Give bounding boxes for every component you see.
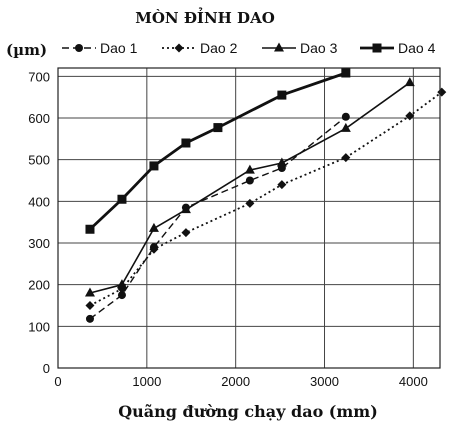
- legend-label: Dao 3: [300, 40, 338, 56]
- series-line: [89, 116, 347, 320]
- data-point: [181, 138, 191, 148]
- data-point: [213, 123, 223, 133]
- series-3: [84, 77, 415, 297]
- data-point: [341, 153, 351, 163]
- data-point: [245, 198, 255, 208]
- data-point: [85, 314, 94, 323]
- x-tick-label: 0: [54, 374, 61, 389]
- data-point: [117, 291, 126, 300]
- y-axis-label: (µm): [6, 41, 47, 59]
- data-point: [85, 224, 95, 234]
- y-tick-label: 400: [28, 194, 50, 209]
- data-point: [149, 244, 159, 254]
- series-4: [85, 68, 351, 234]
- legend-entry-3: Dao 3: [262, 40, 338, 56]
- data-point: [244, 164, 255, 174]
- data-point: [341, 68, 351, 78]
- y-tick-label: 700: [28, 69, 50, 84]
- x-tick-label: 1000: [132, 374, 161, 389]
- data-point: [117, 194, 127, 204]
- series-line: [89, 71, 347, 231]
- data-point: [276, 157, 287, 167]
- x-tick-label: 3000: [310, 374, 339, 389]
- x-tick-label: 2000: [221, 374, 250, 389]
- plot-frame: [57, 67, 441, 369]
- series-2: [85, 87, 447, 310]
- legend-entry-1: Dao 1: [62, 40, 138, 56]
- legend-label: Dao 4: [398, 40, 436, 56]
- data-point: [277, 180, 287, 190]
- series-line: [89, 91, 443, 307]
- legend-label: Dao 2: [200, 40, 238, 56]
- legend-marker: [372, 43, 382, 53]
- legend-marker: [274, 42, 284, 52]
- data-point: [148, 222, 159, 232]
- data-point: [340, 122, 351, 132]
- series-1: [85, 112, 350, 323]
- y-tick-label: 200: [28, 278, 50, 293]
- y-tick-label: 0: [43, 361, 50, 376]
- legend: Dao 1 Dao 2 Dao 3 Dao 4: [62, 40, 436, 56]
- data-point: [85, 301, 95, 310]
- x-tick-label: 4000: [399, 374, 428, 389]
- y-tick-label: 500: [28, 153, 50, 168]
- chart-title: MÒN ĐỈNH DAO: [135, 7, 275, 27]
- legend-marker: [174, 43, 184, 53]
- y-tick-label: 300: [28, 236, 50, 251]
- y-tick-label: 100: [28, 319, 50, 334]
- data-point: [116, 279, 127, 289]
- data-point: [341, 112, 350, 121]
- data-point: [180, 204, 191, 214]
- data-point: [181, 228, 191, 238]
- legend-entry-4: Dao 4: [360, 40, 436, 56]
- data-point: [277, 90, 287, 100]
- data-point: [405, 111, 415, 121]
- y-tick-label: 600: [28, 111, 50, 126]
- data-point: [404, 77, 415, 87]
- legend-entry-2: Dao 2: [162, 40, 238, 56]
- series-line: [89, 81, 411, 294]
- data-point: [149, 161, 159, 171]
- legend-marker: [75, 44, 83, 52]
- tick-labels: 0 1000 2000 3000 4000 0 100 200 300 400 500 600 700: [28, 69, 428, 389]
- data-point: [245, 176, 254, 185]
- legend-label: Dao 1: [100, 40, 138, 56]
- x-axis-label: Quãng đường chạy dao (mm): [118, 402, 378, 421]
- data-point: [84, 287, 95, 297]
